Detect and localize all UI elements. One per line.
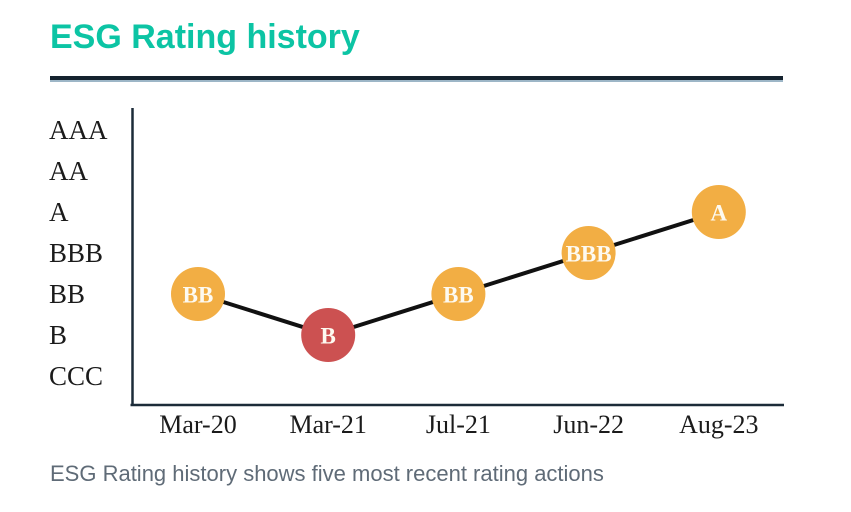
rating-marker-label: B: [321, 324, 336, 349]
rating-marker: [171, 267, 225, 321]
y-axis-tick-label: AAA: [49, 115, 108, 145]
y-axis-tick-label: A: [49, 197, 69, 227]
title-divider: [50, 76, 783, 80]
y-axis-tick-label: BB: [49, 279, 85, 309]
rating-marker: [691, 185, 746, 239]
rating-marker: [431, 267, 486, 321]
rating-marker-label: A: [710, 201, 727, 226]
y-axis-tick-label: B: [49, 320, 67, 350]
chart-caption: ESG Rating history shows five most recen…: [50, 461, 604, 486]
y-axis-tick-label: AA: [49, 156, 88, 186]
x-axis-tick-label: Mar-21: [289, 410, 366, 439]
x-axis-tick-label: Jun-22: [553, 410, 624, 439]
x-axis-tick-label: Aug-23: [679, 410, 758, 439]
rating-marker-label: BB: [443, 283, 474, 308]
rating-marker-label: BB: [183, 283, 214, 308]
rating-marker: [301, 308, 356, 362]
rating-marker: [561, 226, 616, 280]
y-axis-tick-label: BBB: [49, 238, 103, 268]
x-axis-tick-label: Mar-20: [159, 410, 236, 439]
x-axis-tick-label: Jul-21: [426, 410, 491, 439]
rating-marker-label: BBB: [566, 242, 612, 267]
page-title: ESG Rating history: [50, 18, 360, 56]
y-axis-tick-label: CCC: [49, 361, 103, 391]
